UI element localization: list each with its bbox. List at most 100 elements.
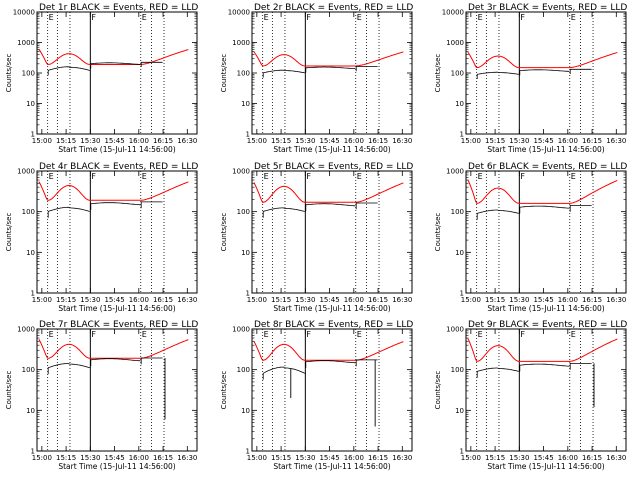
- panel-title: Det 6r BLACK = Events, RED = LLD: [468, 162, 627, 172]
- series-lld: [467, 179, 618, 204]
- x-tick-label: 15:45: [104, 454, 124, 462]
- panel-title: Det 8r BLACK = Events, RED = LLD: [254, 320, 413, 330]
- x-tick-label: 15:00: [461, 296, 481, 304]
- marker-label: F: [306, 330, 311, 339]
- series-lld: [467, 338, 618, 362]
- x-tick-label: 15:45: [319, 137, 339, 145]
- x-tick-label: 16:30: [177, 454, 197, 462]
- x-axis-label: Start Time (15-Jul-11 14:56:00): [487, 462, 604, 471]
- marker-label: F: [520, 13, 525, 22]
- x-tick-label: 16:15: [368, 296, 388, 304]
- x-tick-label: 15:00: [32, 454, 52, 462]
- panel-title: Det 3r BLACK = Events, RED = LLD: [468, 3, 627, 13]
- series-events: [305, 360, 356, 368]
- y-tick-label: 1: [246, 131, 250, 139]
- marker-label: E: [478, 330, 483, 339]
- x-tick-label: 15:45: [533, 296, 553, 304]
- series-events: [519, 69, 570, 76]
- series-events: [47, 206, 90, 218]
- x-tick-label: 16:30: [606, 296, 626, 304]
- y-tick-label: 1: [246, 448, 250, 456]
- y-tick-label: 1000: [17, 326, 35, 334]
- y-axis-label: Counts/sec: [5, 213, 13, 252]
- series-events: [140, 357, 163, 365]
- plot-frame: [251, 170, 413, 294]
- x-tick-label: 16:15: [582, 137, 602, 145]
- x-tick-label: 15:45: [104, 137, 124, 145]
- x-tick-label: 15:15: [271, 137, 291, 145]
- marker-label: E: [264, 330, 269, 339]
- y-tick-label: 100: [237, 70, 250, 78]
- series-events: [262, 366, 305, 380]
- marker-label: E: [357, 330, 362, 339]
- x-tick-label: 16:30: [392, 296, 412, 304]
- y-tick-label: 10: [455, 407, 464, 415]
- y-axis-label: Counts/sec: [220, 54, 228, 93]
- marker-label: E: [478, 172, 483, 181]
- series-events: [305, 203, 356, 212]
- plot-frame: [251, 328, 413, 452]
- panel-title: Det 4r BLACK = Events, RED = LLD: [39, 162, 198, 172]
- y-tick-label: 100: [451, 70, 464, 78]
- series-lld: [467, 51, 618, 69]
- x-tick-label: 15:30: [509, 454, 529, 462]
- series-events: [569, 68, 592, 74]
- x-axis-label: Start Time (15-Jul-11 14:56:00): [273, 462, 390, 471]
- y-tick-label: 1000: [17, 168, 35, 176]
- x-tick-label: 15:15: [56, 296, 76, 304]
- series-events: [90, 202, 141, 210]
- y-tick-label: 10: [455, 249, 464, 257]
- marker-label: E: [142, 13, 147, 22]
- x-tick-label: 15:45: [104, 296, 124, 304]
- y-tick-label: 10: [241, 249, 250, 257]
- x-axis-label: Start Time (15-Jul-11 14:56:00): [58, 462, 175, 471]
- x-tick-label: 15:30: [295, 454, 315, 462]
- x-tick-label: 15:45: [533, 137, 553, 145]
- y-tick-label: 1000: [232, 326, 250, 334]
- marker-label: F: [306, 13, 311, 22]
- series-lld: [38, 181, 189, 201]
- x-tick-label: 16:30: [392, 454, 412, 462]
- y-tick-label: 1: [460, 131, 464, 139]
- panel-title: Det 1r BLACK = Events, RED = LLD: [39, 3, 198, 13]
- y-tick-label: 10: [26, 407, 35, 415]
- x-tick-label: 15:30: [295, 296, 315, 304]
- series-lld: [253, 340, 404, 361]
- y-tick-label: 1000: [446, 168, 464, 176]
- x-tick-label: 15:00: [32, 137, 52, 145]
- x-tick-label: 15:00: [32, 296, 52, 304]
- series-events: [355, 66, 378, 72]
- y-tick-label: 1: [31, 290, 35, 298]
- x-tick-label: 16:15: [368, 454, 388, 462]
- plot-frame: [465, 11, 627, 135]
- x-tick-label: 15:15: [485, 296, 505, 304]
- x-tick-label: 16:00: [558, 454, 578, 462]
- x-axis-label: Start Time (15-Jul-11 14:56:00): [58, 145, 175, 154]
- x-tick-label: 15:15: [56, 137, 76, 145]
- y-tick-label: 1: [31, 448, 35, 456]
- y-tick-label: 100: [451, 366, 464, 374]
- y-tick-label: 1: [246, 290, 250, 298]
- marker-label: F: [306, 172, 311, 181]
- marker-label: E: [142, 330, 147, 339]
- marker-label: F: [91, 172, 96, 181]
- x-axis-label: Start Time (15-Jul-11 14:56:00): [273, 145, 390, 154]
- x-tick-label: 16:15: [582, 454, 602, 462]
- x-tick-label: 16:30: [392, 137, 412, 145]
- x-tick-label: 16:00: [129, 454, 149, 462]
- y-axis-label: Counts/sec: [434, 213, 442, 252]
- x-tick-label: 16:00: [558, 296, 578, 304]
- y-tick-label: 100: [22, 208, 35, 216]
- series-lld: [253, 51, 404, 67]
- series-events: [476, 71, 519, 79]
- series-events: [262, 207, 305, 218]
- marker-label: E: [571, 172, 576, 181]
- marker-label: E: [478, 13, 483, 22]
- plot-frame: [251, 11, 413, 135]
